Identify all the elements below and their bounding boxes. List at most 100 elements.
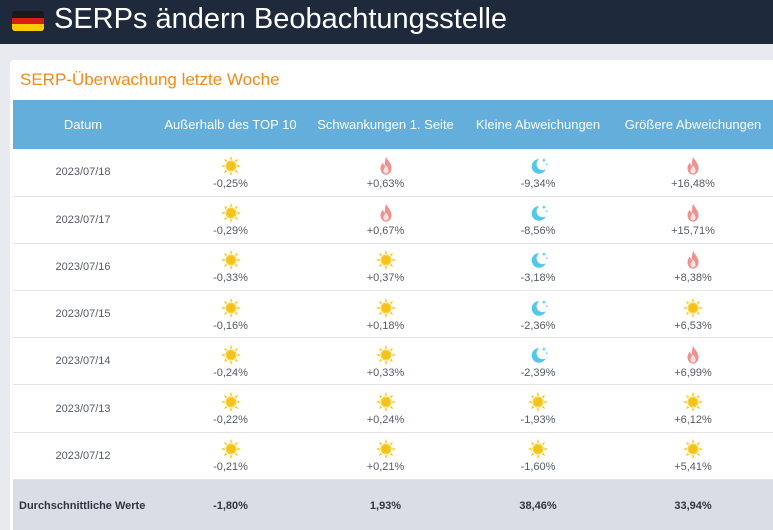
metric-value: -0,22% <box>213 414 248 427</box>
metric-value: +16,48% <box>671 177 715 190</box>
metric-value: +6,99% <box>674 366 712 379</box>
row-date: 2023/07/16 <box>55 260 111 273</box>
metric-cell: +0,67% <box>308 196 463 243</box>
column-header-large-deviations: Größere Abweichungen <box>624 117 762 132</box>
table-row: 2023/07/18 -0,25% +0,63% -9,34% +16,48% <box>13 149 773 197</box>
fire-icon <box>682 249 704 271</box>
table-row: 2023/07/17 -0,29% +0,67% -8,56% +15,71% <box>13 196 773 244</box>
metric-cell: +0,33% <box>308 338 463 385</box>
metric-value: +0,37% <box>366 272 405 285</box>
sun-icon <box>375 297 397 319</box>
fire-icon <box>375 202 397 224</box>
average-value: 1,93% <box>369 499 402 512</box>
page-title: SERPs ändern Beobachtungsstelle <box>54 3 508 35</box>
row-date: 2023/07/12 <box>55 449 111 462</box>
column-header-date: Datum <box>63 117 103 132</box>
moon-icon <box>527 249 549 271</box>
metric-value: +0,67% <box>366 225 405 238</box>
metric-cell: +16,48% <box>613 149 773 196</box>
sun-icon <box>375 344 397 366</box>
metric-value: -2,39% <box>520 366 556 379</box>
metric-cell: +0,21% <box>308 432 463 479</box>
metric-cell: -0,16% <box>153 291 308 338</box>
metric-value: +0,33% <box>366 366 405 379</box>
metric-value: -8,56% <box>520 225 556 238</box>
sun-icon <box>220 155 242 177</box>
metric-value: -2,36% <box>520 319 556 332</box>
sun-icon <box>220 344 242 366</box>
metric-value: +6,12% <box>674 414 712 427</box>
metric-value: +0,18% <box>366 319 405 332</box>
metric-cell: +6,99% <box>613 338 773 385</box>
metric-cell: +0,24% <box>308 385 463 432</box>
fire-icon <box>682 202 704 224</box>
metric-cell: -0,29% <box>153 196 308 243</box>
sun-icon <box>220 438 242 460</box>
page-header: SERPs ändern Beobachtungsstelle <box>0 0 773 44</box>
metric-cell: -3,18% <box>463 243 613 290</box>
moon-icon <box>527 344 549 366</box>
metric-cell: +0,37% <box>308 243 463 290</box>
metric-value: -9,34% <box>520 177 556 190</box>
metric-value: +5,41% <box>674 461 712 474</box>
sun-icon <box>682 297 704 319</box>
sun-icon <box>220 249 242 271</box>
table-row: 2023/07/12 -0,21% +0,21% -1,60% +5,41% <box>13 432 773 480</box>
metric-value: -0,21% <box>213 461 248 474</box>
metric-value: -1,93% <box>520 414 556 427</box>
metric-cell: -1,93% <box>463 385 613 432</box>
average-value: -1,80% <box>213 499 248 512</box>
metric-cell: +6,12% <box>613 385 773 432</box>
metric-value: -0,29% <box>213 225 248 238</box>
metric-value: +8,38% <box>674 272 712 285</box>
sun-icon <box>220 202 242 224</box>
moon-icon <box>527 155 549 177</box>
sun-icon <box>220 391 242 413</box>
metric-value: -0,16% <box>213 319 248 332</box>
fire-icon <box>682 344 704 366</box>
metric-value: -0,24% <box>213 366 248 379</box>
row-date: 2023/07/18 <box>55 166 111 179</box>
germany-flag-icon <box>12 11 44 31</box>
card-title: SERP-Überwachung letzte Woche <box>20 70 280 89</box>
metric-value: -0,33% <box>213 272 248 285</box>
sun-icon <box>527 391 549 413</box>
metric-cell: +0,63% <box>308 149 463 196</box>
metric-cell: +0,18% <box>308 291 463 338</box>
row-date: 2023/07/14 <box>55 355 111 368</box>
table-row: 2023/07/15 -0,16% +0,18% -2,36% +6,53% <box>13 291 773 338</box>
metric-value: +0,24% <box>366 414 405 427</box>
metric-value: +0,21% <box>366 461 405 474</box>
serp-table: Datum Außerhalb des TOP 10 Schwankungen … <box>13 100 773 530</box>
metric-value: +15,71% <box>671 225 715 238</box>
metric-value: -0,25% <box>213 177 248 190</box>
table-header-row: Datum Außerhalb des TOP 10 Schwankungen … <box>13 100 773 149</box>
metric-value: +6,53% <box>674 319 712 332</box>
table-row: 2023/07/14 -0,24% +0,33% -2,39% +6,99% <box>13 338 773 385</box>
metric-cell: -0,33% <box>153 243 308 290</box>
metric-cell: +8,38% <box>613 243 773 290</box>
row-date: 2023/07/13 <box>55 402 111 415</box>
metric-cell: -8,56% <box>463 196 613 243</box>
fire-icon <box>375 155 397 177</box>
sun-icon <box>375 438 397 460</box>
row-date: 2023/07/15 <box>55 308 111 321</box>
row-date: 2023/07/17 <box>55 213 111 226</box>
average-row: Durchschnittliche Werte -1,80% 1,93% 38,46%… <box>13 479 773 530</box>
metric-cell: +6,53% <box>613 291 773 338</box>
column-header-outside-top10: Außerhalb des TOP 10 <box>164 117 297 132</box>
sun-icon <box>682 438 704 460</box>
metric-cell: +15,71% <box>613 196 773 243</box>
metric-cell: -1,60% <box>463 432 613 479</box>
sun-icon <box>220 297 242 319</box>
average-label: Durchschnittliche Werte <box>19 499 146 512</box>
metric-cell: +5,41% <box>613 432 773 479</box>
metric-value: -1,60% <box>520 461 556 474</box>
sun-icon <box>527 438 549 460</box>
table-row: 2023/07/16 -0,33% +0,37% -3,18% +8,38% <box>13 243 773 291</box>
average-value: 38,46% <box>519 499 557 512</box>
fire-icon <box>682 155 704 177</box>
metric-value: +0,63% <box>366 177 405 190</box>
moon-icon <box>527 297 549 319</box>
table-row: 2023/07/13 -0,22% +0,24% -1,93% +6,12% <box>13 385 773 433</box>
